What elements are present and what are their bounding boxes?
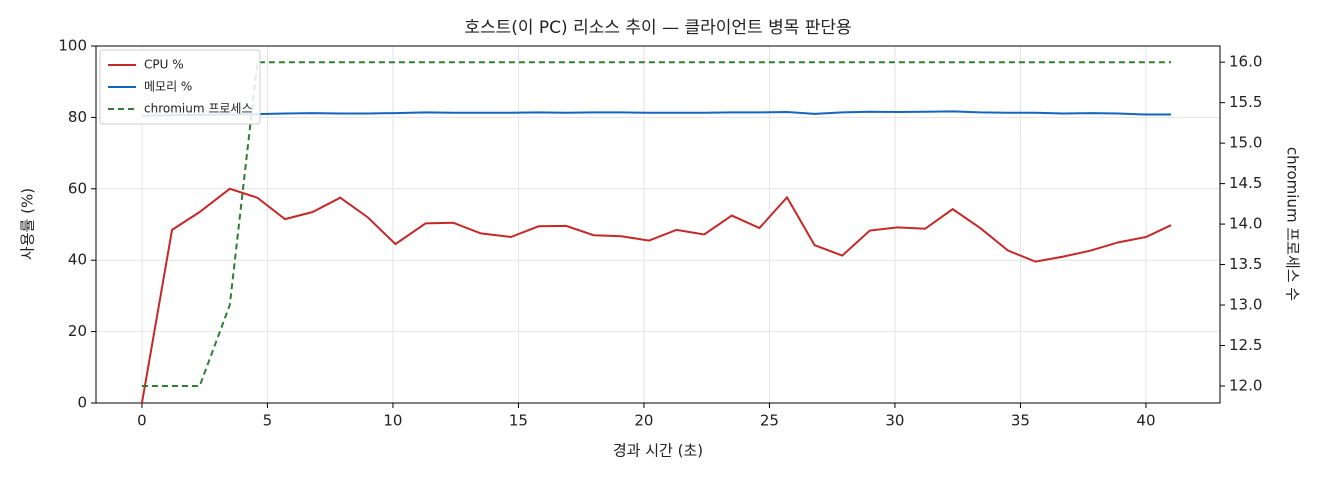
- legend-box: [99, 49, 261, 125]
- y2-tick-label: 13.5: [1229, 255, 1262, 273]
- x-tick-label: 10: [383, 412, 402, 430]
- y2-tick-label: 16.0: [1229, 53, 1262, 71]
- y2-tick-label: 14.0: [1229, 215, 1262, 233]
- x-tick-label: 15: [509, 412, 528, 430]
- legend-label: CPU %: [144, 58, 184, 72]
- x-tick-label: 0: [137, 412, 147, 430]
- series-line: [141, 61, 1172, 387]
- chart-title: 호스트(이 PC) 리소스 추이 — 클라이언트 병목 판단용: [464, 18, 851, 38]
- y2-tick-label: 14.5: [1229, 174, 1262, 192]
- y-tick-label: 20: [68, 322, 87, 340]
- y2-tick-label: 15.5: [1229, 93, 1262, 111]
- y2-tick-label: 12.5: [1229, 336, 1262, 354]
- y-tick-label: 60: [68, 179, 87, 197]
- series-line: [140, 187, 1172, 404]
- legend-label: 메모리 %: [144, 80, 192, 94]
- y2-axis-label: chromium 프로세스 수: [1284, 147, 1302, 301]
- x-tick-label: 25: [760, 412, 779, 430]
- x-tick-label: 5: [263, 412, 273, 430]
- plot-frame: [95, 45, 1221, 404]
- x-tick-label: 35: [1011, 412, 1030, 430]
- x-tick-label: 20: [634, 412, 653, 430]
- y-axis-label: 사용률 (%): [19, 188, 37, 260]
- y-tick-label: 80: [68, 108, 87, 126]
- y2-tick-label: 12.0: [1229, 377, 1262, 395]
- y2-tick-label: 15.0: [1229, 134, 1262, 152]
- y-tick-label: 100: [58, 37, 87, 55]
- legend-label: chromium 프로세스: [144, 102, 253, 116]
- series-line: [141, 110, 1172, 117]
- y-tick-label: 40: [68, 251, 87, 269]
- x-tick-label: 30: [885, 412, 904, 430]
- x-axis-label: 경과 시간 (초): [613, 442, 703, 460]
- x-tick-label: 40: [1136, 412, 1155, 430]
- y2-tick-label: 13.0: [1229, 296, 1262, 314]
- y-tick-label: 0: [77, 394, 87, 412]
